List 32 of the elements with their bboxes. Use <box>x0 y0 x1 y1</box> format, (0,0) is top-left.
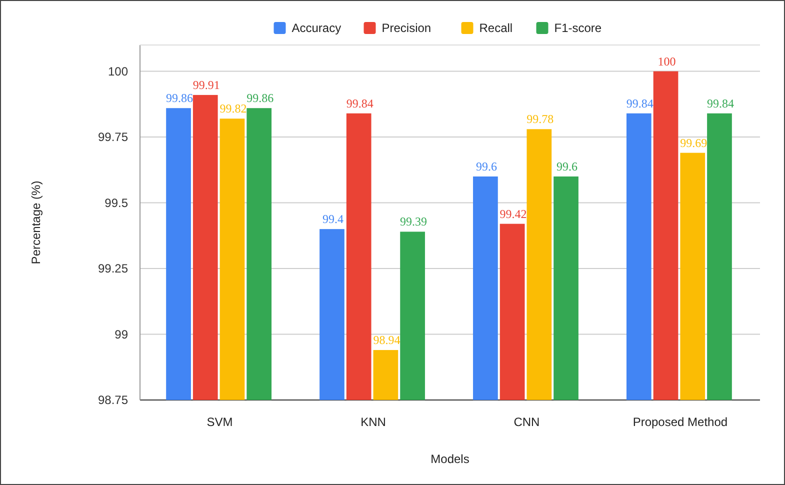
data-label: 99.84 <box>346 96 374 110</box>
data-label: 99.42 <box>500 206 527 221</box>
data-label: 99.69 <box>680 136 708 150</box>
x-tick-label: KNN <box>360 415 386 429</box>
x-tick-label: CNN <box>514 415 540 429</box>
y-tick-label: 99.5 <box>104 196 128 210</box>
legend-label: Accuracy <box>292 21 342 35</box>
data-label: 99.91 <box>192 78 220 92</box>
x-tick-label: SVM <box>206 415 233 429</box>
data-label: 100 <box>658 54 676 68</box>
x-tick-label: Proposed Method <box>632 415 728 429</box>
legend-label: F1-score <box>554 21 602 35</box>
data-label: 99.78 <box>526 112 554 126</box>
y-tick-label: 100 <box>108 64 128 78</box>
x-axis-title: Models <box>430 452 470 466</box>
data-label: 99.84 <box>706 96 734 110</box>
data-label: 99.86 <box>166 91 194 106</box>
y-axis-title: Percentage (%) <box>29 180 43 264</box>
data-label: 98.94 <box>373 333 400 348</box>
data-label: 99.6 <box>556 159 578 174</box>
legend-label: Recall <box>479 21 513 35</box>
data-label: 99.84 <box>626 96 654 110</box>
data-label: 99.82 <box>220 102 247 116</box>
data-label: 99.4 <box>322 212 344 226</box>
y-tick-label: 99.75 <box>98 130 128 144</box>
data-label: 99.6 <box>476 159 497 174</box>
y-tick-label: 99.25 <box>98 262 128 276</box>
y-tick-label: 99 <box>114 327 128 342</box>
data-label: 99.86 <box>246 91 274 106</box>
legend-label: Precision <box>382 21 432 35</box>
data-label: 99.39 <box>400 214 428 229</box>
y-tick-label: 98.75 <box>98 393 128 407</box>
